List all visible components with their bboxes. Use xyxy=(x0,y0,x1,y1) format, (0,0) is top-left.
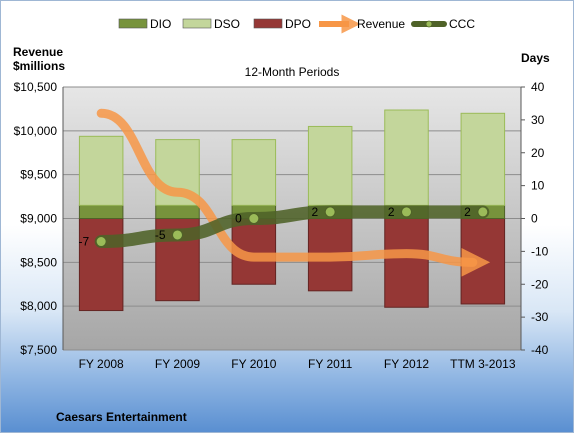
left-axis-tick-label: $7,500 xyxy=(20,343,57,357)
x-axis-tick-label: FY 2009 xyxy=(155,357,200,371)
x-axis-tick-label: TTM 3-2013 xyxy=(450,357,516,371)
ccc-point xyxy=(401,206,412,218)
legend-swatch-dio xyxy=(118,18,148,29)
company-name: Caesars Entertainment xyxy=(56,410,187,424)
x-axis-tick-label: FY 2011 xyxy=(308,357,353,371)
right-axis-tick-label: -10 xyxy=(531,244,549,258)
right-axis-tick-label: -20 xyxy=(531,277,549,291)
x-axis-tick-label: FY 2012 xyxy=(384,357,429,371)
right-axis-tick-label: 30 xyxy=(531,113,545,127)
bar-dso xyxy=(78,135,124,206)
right-axis-tick-label: 40 xyxy=(531,80,545,94)
ccc-point xyxy=(95,236,107,248)
legend-label: DPO xyxy=(285,17,311,31)
right-axis-tick-label: 0 xyxy=(531,212,538,226)
right-axis-tick-label: -40 xyxy=(531,343,549,357)
right-axis-tick-label: -30 xyxy=(531,310,549,324)
legend-swatch-dpo xyxy=(253,18,283,29)
ccc-data-label: -7 xyxy=(78,235,89,249)
ccc-data-label: -5 xyxy=(155,228,166,242)
bar-dso xyxy=(307,125,353,206)
ccc-data-label: 2 xyxy=(311,205,318,219)
ccc-point xyxy=(477,206,489,218)
chart-title: 12-Month Periods xyxy=(245,65,340,79)
ccc-data-label: 2 xyxy=(388,205,395,219)
legend-label: DSO xyxy=(214,17,240,31)
left-axis-tick-label: $9,500 xyxy=(20,168,57,182)
left-axis-tick-label: $9,000 xyxy=(20,212,57,226)
bar-dio xyxy=(78,204,124,220)
ccc-data-label: 2 xyxy=(464,205,471,219)
x-axis-tick-label: FY 2008 xyxy=(79,357,124,371)
ccc-point xyxy=(172,229,183,241)
left-axis-label: $millions xyxy=(13,59,65,73)
right-axis-label: Days xyxy=(521,51,550,65)
bar-dpo xyxy=(78,218,124,312)
right-axis-tick-label: 20 xyxy=(531,146,545,160)
left-axis-tick-label: $10,500 xyxy=(14,80,58,94)
bar-dso xyxy=(460,112,506,206)
bar-dpo xyxy=(384,218,429,308)
left-axis-tick-label: $8,500 xyxy=(20,255,57,269)
legend-label: CCC xyxy=(449,17,475,31)
right-axis-tick-label: 10 xyxy=(531,179,545,193)
ccc-data-label: 0 xyxy=(235,212,242,226)
ccc-point xyxy=(248,213,260,224)
legend-marker-ccc xyxy=(425,20,433,28)
bar-dso xyxy=(231,139,277,206)
legend-label: Revenue xyxy=(357,17,405,31)
legend-swatch-dso xyxy=(182,18,212,29)
legend-label: DIO xyxy=(150,17,171,31)
bar-dso xyxy=(384,109,429,206)
left-axis-label: Revenue xyxy=(13,45,63,59)
ccc-point xyxy=(324,206,336,218)
x-axis-tick-label: FY 2010 xyxy=(231,357,276,371)
left-axis-tick-label: $10,000 xyxy=(14,124,58,138)
left-axis-tick-label: $8,000 xyxy=(20,299,57,313)
revenue-line xyxy=(96,108,491,277)
bar-dio xyxy=(155,204,200,220)
